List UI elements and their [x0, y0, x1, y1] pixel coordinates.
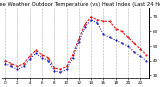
Title: Milwaukee Weather Outdoor Temperature (vs) Heat Index (Last 24 Hours): Milwaukee Weather Outdoor Temperature (v… — [0, 2, 160, 7]
